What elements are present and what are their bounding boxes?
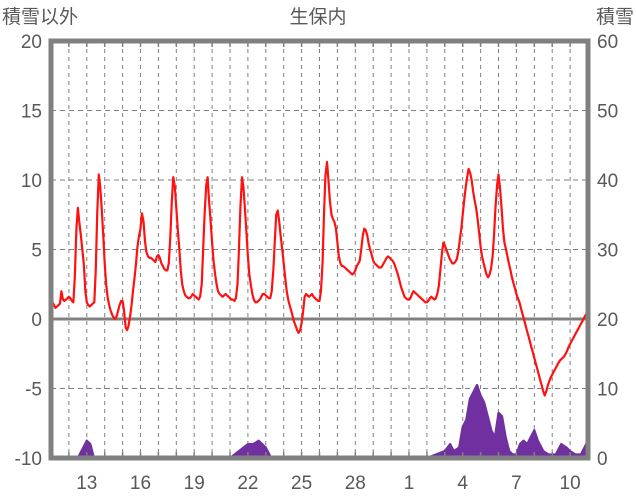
- x-axis-tick-label: 28: [345, 473, 366, 494]
- x-axis-tick-label: 25: [291, 473, 312, 494]
- y-axis-left-tick-label: 0: [31, 310, 42, 331]
- y-axis-right-tick-label: 40: [597, 171, 618, 192]
- x-axis-tick-label: 1: [404, 473, 415, 494]
- y-axis-right-tick-label: 0: [597, 449, 608, 470]
- y-axis-right-tick-label: 30: [597, 241, 618, 262]
- y-axis-left-labels: -10 -5 0 5 10 15 20: [15, 32, 42, 470]
- y-axis-right-tick-label: 60: [597, 32, 618, 53]
- grid-vertical: [68, 41, 571, 458]
- right-axis-title: 積雪: [595, 7, 634, 28]
- y-axis-right-tick-label: 20: [597, 310, 618, 331]
- y-axis-left-tick-label: -10: [15, 449, 42, 470]
- x-axis-tick-label: 4: [457, 473, 468, 494]
- y-axis-left-tick-label: -5: [25, 380, 42, 401]
- y-axis-left-tick-label: 15: [21, 102, 42, 123]
- series-line-0: [49, 160, 590, 397]
- x-axis-tick-label: 10: [560, 473, 581, 494]
- x-axis-tick-label: 19: [184, 473, 205, 494]
- tick-marks: [68, 41, 571, 458]
- x-axis-labels: 13 16 19 22 25 28 1 4 7 10: [76, 473, 580, 494]
- page-title: 生保内: [289, 7, 347, 28]
- x-axis-tick-label: 7: [511, 473, 522, 494]
- y-axis-right-tick-label: 10: [597, 380, 618, 401]
- y-axis-left-tick-label: 20: [21, 32, 42, 53]
- y-axis-right-labels: 0 10 20 30 40 50 60: [597, 32, 618, 470]
- x-axis-tick-label: 13: [76, 473, 97, 494]
- x-axis-tick-label: 22: [237, 473, 258, 494]
- y-axis-left-tick-label: 10: [21, 171, 42, 192]
- series-group: [49, 160, 590, 460]
- y-axis-left-tick-label: 5: [31, 241, 42, 262]
- x-axis-tick-label: 16: [130, 473, 151, 494]
- left-axis-title: 積雪以外: [2, 7, 79, 28]
- y-axis-right-tick-label: 50: [597, 102, 618, 123]
